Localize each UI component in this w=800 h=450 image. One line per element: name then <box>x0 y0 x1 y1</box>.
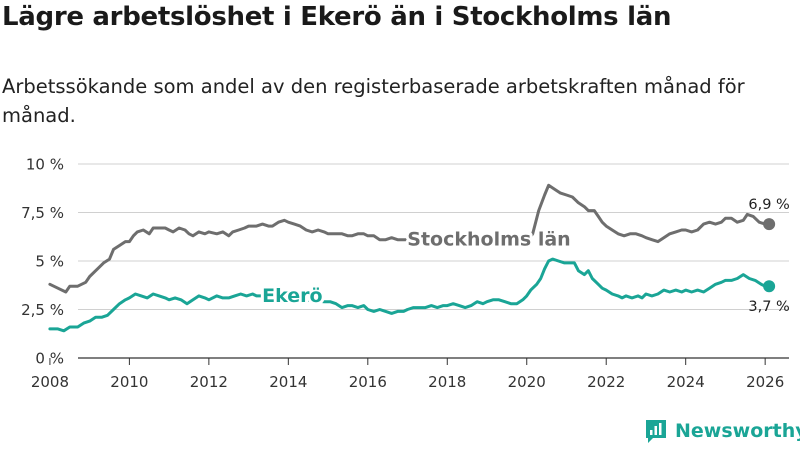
x-tick-label: 2012 <box>190 373 228 391</box>
y-tick-label: 10 % <box>26 156 64 174</box>
series-annotation-label: Ekerö <box>262 285 322 307</box>
annotation-layer: Stockholms län Ekerö <box>259 226 574 310</box>
x-tick-label: 2010 <box>110 373 148 391</box>
y-tick-label: 2,5 % <box>21 301 64 319</box>
series-line-ekero <box>48 257 771 333</box>
x-axis: 2008 2010 2012 2014 2016 2018 2020 2022 2024 2026 <box>31 358 784 391</box>
newsworthy-logo-icon <box>646 420 666 443</box>
series-end-marker <box>763 280 776 293</box>
series-layer: 6,9 % 3,7 % <box>48 183 790 333</box>
chart-subtitle: Arbetssökande som andel av den registerb… <box>2 75 745 127</box>
y-tick-label: 7,5 % <box>21 204 64 222</box>
y-axis: 0 %2,5 %5 %7,5 %10 % <box>21 156 64 368</box>
chart-title: Lägre arbetslöshet i Ekerö än i Stockhol… <box>2 2 672 32</box>
y-tick-label: 5 % <box>35 253 64 271</box>
brand-name: Newsworthy <box>675 420 800 442</box>
series-line-stockholm <box>48 183 771 294</box>
gridlines <box>78 163 789 359</box>
brand: Newsworthy <box>644 418 800 444</box>
series-annotation-label: Stockholms län <box>407 229 570 251</box>
x-tick-label: 2020 <box>508 373 546 391</box>
x-tick-label: 2022 <box>587 373 625 391</box>
x-tick-label: 2018 <box>428 373 466 391</box>
x-tick-label: 2026 <box>746 373 784 391</box>
x-tick-label: 2016 <box>349 373 387 391</box>
x-tick-label: 2014 <box>269 373 307 391</box>
x-tick-label: 2008 <box>31 373 69 391</box>
series-end-label: 3,7 % <box>748 299 789 315</box>
series-end-marker <box>763 218 776 231</box>
x-tick-label: 2024 <box>667 373 705 391</box>
series-end-label: 6,9 % <box>748 197 789 213</box>
